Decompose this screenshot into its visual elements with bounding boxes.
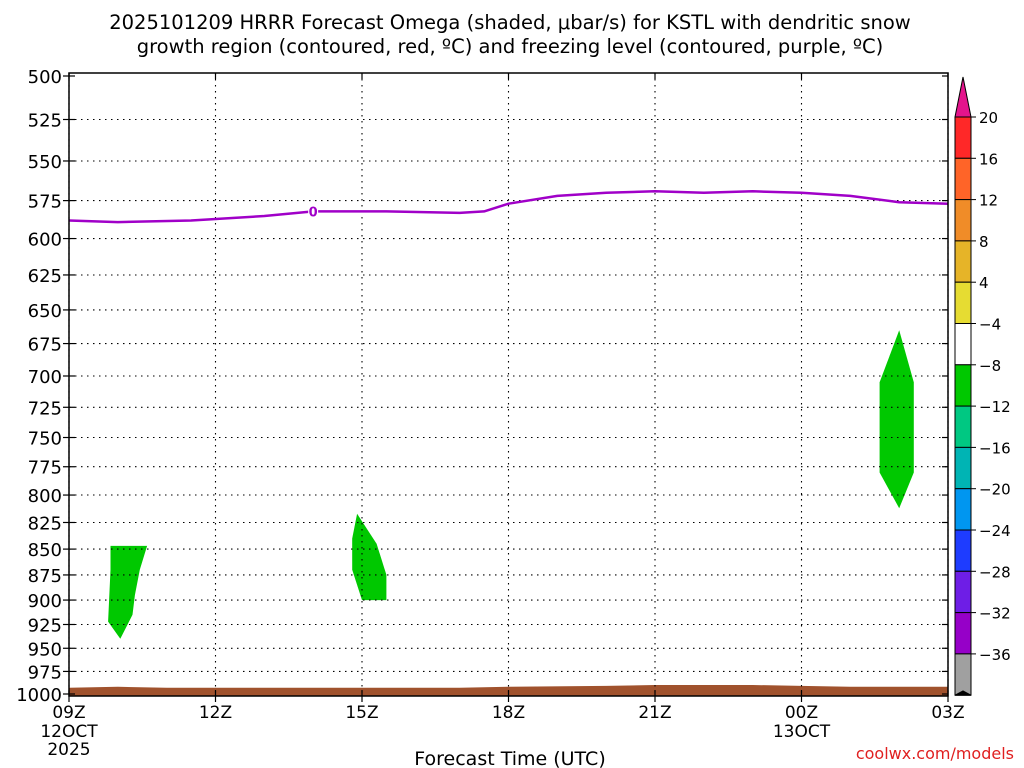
y-tick-label: 950 <box>28 639 62 660</box>
colorbar-segment <box>954 612 972 655</box>
y-tick-label: 800 <box>28 486 62 507</box>
colorbar-segment <box>954 364 972 407</box>
y-tick-label: 600 <box>28 230 62 251</box>
x-tick-label: 15Z <box>345 703 378 723</box>
omega-region-1 <box>108 545 148 639</box>
x-tick-label: 03Z <box>931 703 964 723</box>
colorbar-label: −28 <box>979 563 1011 581</box>
y-tick-label: 675 <box>28 335 62 356</box>
omega-region-3 <box>879 330 914 509</box>
credit-text: coolwx.com/models <box>856 744 1014 763</box>
y-tick-label: 625 <box>28 266 62 287</box>
colorbar-label: 20 <box>979 109 998 127</box>
y-tick-label: 650 <box>28 301 62 322</box>
colorbar-segment <box>954 529 972 572</box>
colorbar-label: −24 <box>979 522 1011 540</box>
colorbar-segment <box>954 446 972 490</box>
y-tick-label: 500 <box>28 67 62 88</box>
freezing-level-label-bg <box>308 205 319 218</box>
colorbar-segment <box>954 323 972 366</box>
plot-frame <box>68 72 949 697</box>
chart-title-line-2: growth region (contoured, red, ºC) and f… <box>137 35 884 58</box>
x-tick-year-label: 2025 <box>47 740 90 760</box>
colorbar-segment <box>954 281 972 325</box>
x-tick-label: 21Z <box>638 703 671 723</box>
y-tick-label: 925 <box>28 615 62 636</box>
y-axis: 500 525 550 575 600 625 650 675 700 725 750 775 800 8… <box>16 67 948 706</box>
colorbar-label: −8 <box>979 357 1001 375</box>
y-tick-label: 775 <box>28 458 62 479</box>
colorbar-label: −36 <box>979 646 1011 664</box>
y-tick-label: 700 <box>28 367 62 388</box>
colorbar-segment <box>954 157 972 201</box>
colorbar-label: −16 <box>979 439 1011 457</box>
colorbar-segment <box>954 488 972 531</box>
x-tick-label: 18Z <box>492 703 525 723</box>
x-axis-label: Forecast Time (UTC) <box>414 748 605 768</box>
y-tick-label: 900 <box>28 591 62 612</box>
colorbar-segment <box>954 653 972 696</box>
chart-title-line-1: 2025101209 HRRR Forecast Omega (shaded, … <box>109 11 911 34</box>
colorbar-label: −32 <box>979 605 1011 623</box>
freezing-level-label: 0 <box>309 205 318 220</box>
colorbar-segment <box>954 405 972 448</box>
omega-shading-layer <box>108 330 914 639</box>
freezing-level-line <box>68 190 949 224</box>
colorbar-label: −12 <box>979 398 1011 416</box>
colorbar-label: 4 <box>979 274 989 292</box>
colorbar-segment <box>954 570 972 614</box>
y-tick-label: 750 <box>28 429 62 450</box>
colorbar-label: −4 <box>979 316 1001 334</box>
x-tick-date-label: 13OCT <box>773 722 831 742</box>
omega-region-2 <box>352 513 387 601</box>
colorbar-top-arrow <box>954 76 972 118</box>
colorbar-label: −20 <box>979 481 1011 499</box>
y-tick-label: 975 <box>28 662 62 683</box>
y-tick-label: 550 <box>28 152 62 173</box>
colorbar-label: 8 <box>979 233 989 251</box>
y-tick-label: 825 <box>28 513 62 534</box>
x-tick-label: 09Z <box>52 703 85 723</box>
y-tick-label: 725 <box>28 398 62 419</box>
colorbar-segment <box>954 240 972 283</box>
y-tick-label: 1000 <box>16 685 62 706</box>
colorbar-label: 12 <box>979 192 998 210</box>
y-tick-label: 525 <box>28 111 62 132</box>
colorbar-segment <box>954 199 972 242</box>
colorbar-bottom-arrow <box>954 690 972 696</box>
grid-lines <box>68 73 949 696</box>
y-tick-label: 850 <box>28 540 62 561</box>
y-tick-label: 875 <box>28 566 62 587</box>
colorbar-label: 16 <box>979 150 998 168</box>
x-tick-label: 00Z <box>785 703 818 723</box>
x-tick-label: 12Z <box>199 703 232 723</box>
y-tick-label: 575 <box>28 192 62 213</box>
colorbar-segment <box>954 116 972 159</box>
x-tick-date-label: 12OCT <box>40 722 98 742</box>
colorbar: 20 16 12 8 4 −4 −8 −12 −16 −20 −24 −28 −32 −36 <box>954 76 1011 696</box>
freezing-level-layer: 0 <box>68 190 949 224</box>
